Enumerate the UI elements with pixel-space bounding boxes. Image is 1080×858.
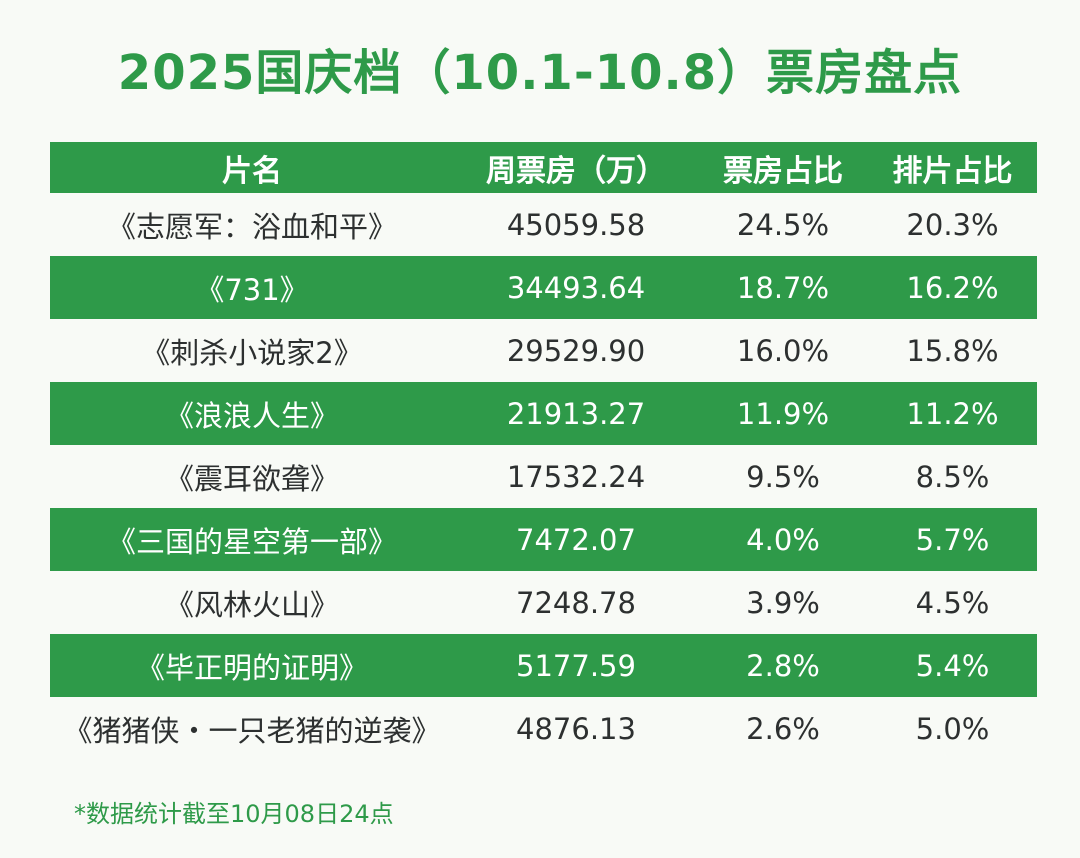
box-office-share-cell: 24.5% bbox=[736, 207, 830, 242]
table-row: 《震耳欲聋》 17532.24 9.5% 8.5% bbox=[50, 445, 1037, 508]
table-header-row: 片名 周票房（万） 票房占比 排片占比 bbox=[50, 142, 1037, 193]
table-row: 《志愿军：浴血和平》 45059.58 24.5% 20.3% bbox=[50, 193, 1037, 256]
table-row: 《三国的星空第一部》 7472.07 4.0% 5.7% bbox=[50, 508, 1037, 571]
header-film-name: 片名 bbox=[222, 153, 282, 189]
film-name-cell: 《浪浪人生》 bbox=[164, 398, 339, 433]
film-name-cell: 《志愿军：浴血和平》 bbox=[106, 209, 397, 244]
weekly-box-office-cell: 17532.24 bbox=[506, 459, 646, 494]
weekly-box-office-cell: 7472.07 bbox=[516, 522, 636, 557]
weekly-box-office-cell: 29529.90 bbox=[506, 333, 646, 368]
screening-share-cell: 15.8% bbox=[906, 333, 999, 368]
weekly-box-office-cell: 7248.78 bbox=[516, 585, 636, 620]
screening-share-cell: 5.7% bbox=[915, 522, 990, 557]
screening-share-cell: 5.0% bbox=[915, 711, 990, 746]
screening-share-cell: 20.3% bbox=[906, 207, 999, 242]
film-name-cell: 《毕正明的证明》 bbox=[135, 650, 368, 685]
box-office-share-cell: 16.0% bbox=[736, 333, 830, 368]
screening-share-cell: 5.4% bbox=[915, 648, 990, 683]
box-office-share-cell: 18.7% bbox=[736, 270, 830, 305]
screening-share-cell: 16.2% bbox=[906, 270, 999, 305]
header-weekly-box-office: 周票房（万） bbox=[486, 153, 666, 189]
box-office-share-cell: 9.5% bbox=[746, 459, 820, 494]
film-name-cell: 《刺杀小说家2》 bbox=[141, 335, 363, 370]
film-name-cell: 《731》 bbox=[195, 272, 309, 307]
box-office-share-cell: 11.9% bbox=[736, 396, 830, 431]
film-name-cell: 《震耳欲聋》 bbox=[164, 461, 339, 496]
table-body: 《志愿军：浴血和平》 45059.58 24.5% 20.3% 《731》 34493.6… bbox=[50, 193, 1037, 760]
weekly-box-office-cell: 5177.59 bbox=[516, 648, 636, 683]
screening-share-cell: 8.5% bbox=[915, 459, 990, 494]
film-name-cell: 《猪猪侠・一只老猪的逆袭》 bbox=[63, 713, 441, 748]
box-office-share-cell: 3.9% bbox=[746, 585, 820, 620]
table-row: 《731》 34493.64 18.7% 16.2% bbox=[50, 256, 1037, 319]
header-box-office-share: 票房占比 bbox=[723, 153, 843, 189]
film-name-cell: 《风林火山》 bbox=[164, 587, 339, 622]
weekly-box-office-cell: 34493.64 bbox=[506, 270, 646, 305]
screening-share-cell: 11.2% bbox=[906, 396, 999, 431]
table-row: 《风林火山》 7248.78 3.9% 4.5% bbox=[50, 571, 1037, 634]
screening-share-cell: 4.5% bbox=[915, 585, 990, 620]
table-row: 《刺杀小说家2》 29529.90 16.0% 15.8% bbox=[50, 319, 1037, 382]
table-row: 《毕正明的证明》 5177.59 2.8% 5.4% bbox=[50, 634, 1037, 697]
box-office-share-cell: 4.0% bbox=[746, 522, 820, 557]
footnote: *数据统计截至10月08日24点 bbox=[74, 800, 394, 828]
header-screening-share: 排片占比 bbox=[892, 153, 1013, 189]
table-row: 《浪浪人生》 21913.27 11.9% 11.2% bbox=[50, 382, 1037, 445]
box-office-share-cell: 2.6% bbox=[746, 711, 820, 746]
film-name-cell: 《三国的星空第一部》 bbox=[106, 524, 397, 559]
weekly-box-office-cell: 45059.58 bbox=[506, 207, 646, 242]
table-row: 《猪猪侠・一只老猪的逆袭》 4876.13 2.6% 5.0% bbox=[50, 697, 1037, 760]
box-office-share-cell: 2.8% bbox=[746, 648, 820, 683]
weekly-box-office-cell: 4876.13 bbox=[516, 711, 636, 746]
weekly-box-office-cell: 21913.27 bbox=[506, 396, 646, 431]
box-office-table: 片名 周票房（万） 票房占比 排片占比 《志愿军：浴血和平》 45059.58 24… bbox=[50, 142, 1037, 760]
page-title: 2025国庆档（10.1-10.8）票房盘点 bbox=[117, 45, 963, 101]
